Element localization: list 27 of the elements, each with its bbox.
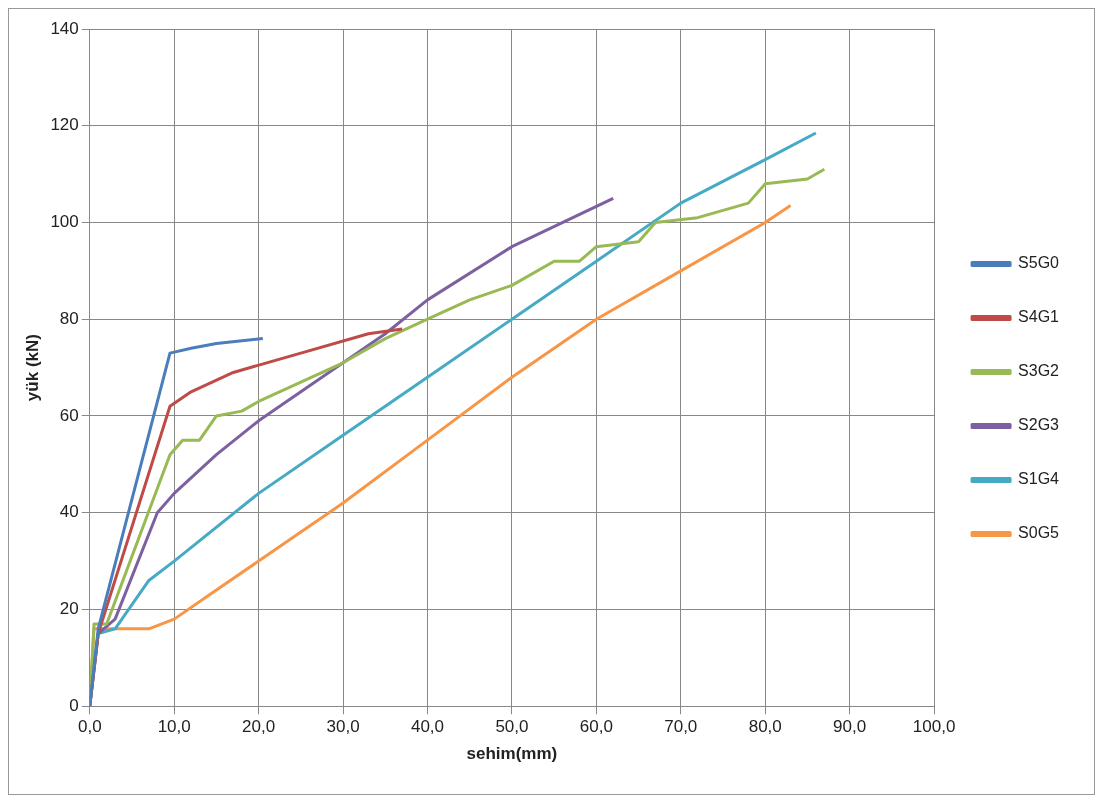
x-tick-label: 70,0 [664,717,698,737]
legend-label: S0G5 [1018,524,1060,542]
legend-label: S5G0 [1018,254,1060,272]
legend-label: S2G3 [1018,416,1060,434]
x-tick-label: 100,0 [912,717,956,737]
y-tick-label: 120 [50,115,79,135]
x-tick-label: 30,0 [326,717,360,737]
x-tick-label: 50,0 [495,717,529,737]
y-tick-label: 40 [59,502,79,522]
legend-label: S3G2 [1018,362,1060,380]
x-axis-title: sehim(mm) [466,744,558,764]
y-tick-label: 140 [50,18,79,38]
y-tick-label: 100 [50,212,79,232]
y-tick-label: 20 [59,599,79,619]
x-tick-label: 10,0 [157,717,191,737]
x-tick-label: 20,0 [242,717,276,737]
legend-label: S1G4 [1018,470,1060,488]
y-axis-title: yük (kN) [22,334,42,402]
x-tick-label: 90,0 [833,717,867,737]
legend-label: S4G1 [1018,308,1060,326]
x-tick-label: 40,0 [410,717,445,737]
x-tick-label: 60,0 [579,717,613,737]
x-tick-label: 0,0 [77,717,102,737]
y-tick-label: 60 [59,405,79,425]
x-tick-label: 80,0 [748,717,782,737]
y-tick-label: 80 [59,308,79,328]
y-tick-label: 0 [69,695,79,715]
